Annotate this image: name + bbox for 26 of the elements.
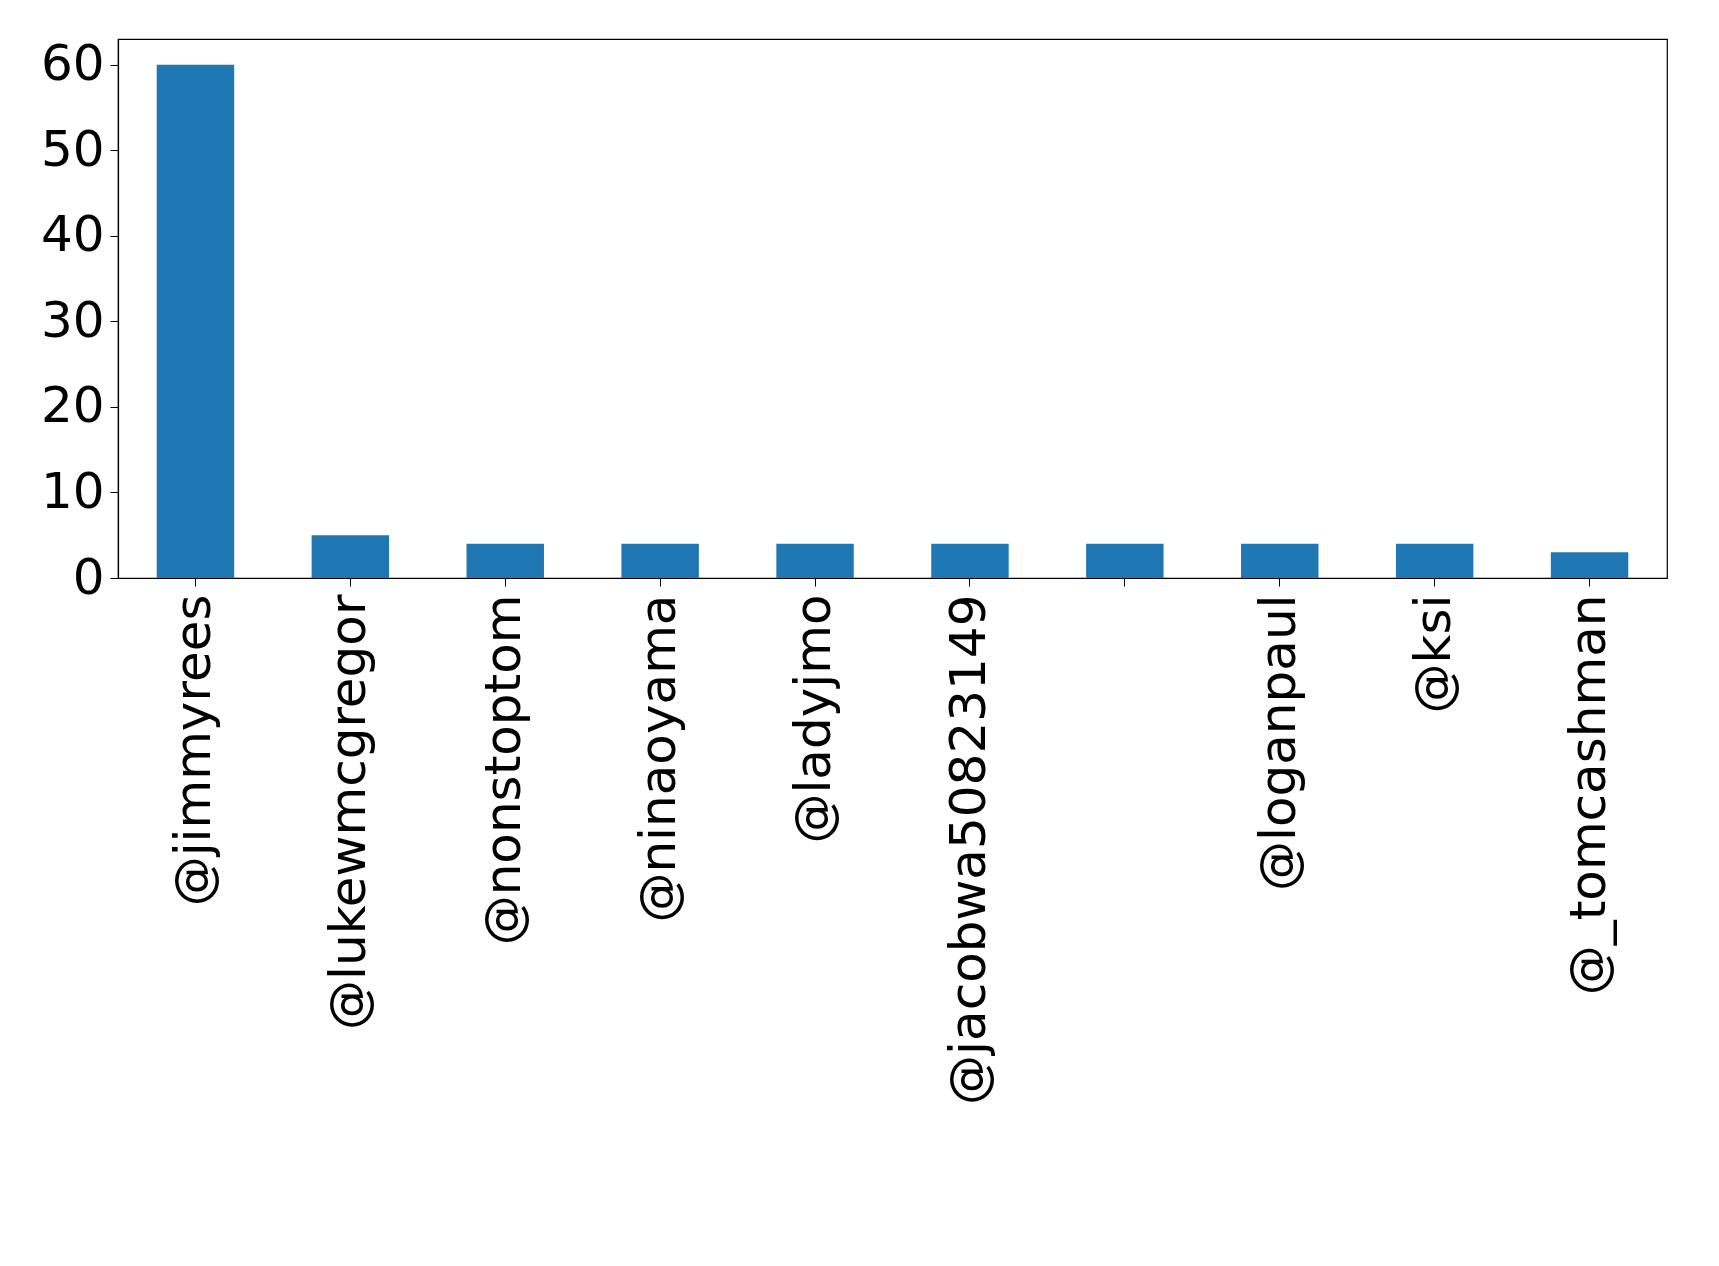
- bar: [1550, 552, 1629, 578]
- bar: [311, 535, 390, 578]
- y-tick-label: 50: [40, 119, 105, 178]
- x-tick-label: @jacobwa50823149: [938, 594, 997, 1105]
- bar: [1086, 543, 1164, 578]
- x-tick-label: @ladyjmo: [784, 594, 843, 844]
- bar: [1241, 543, 1319, 578]
- x-tick-label: @jimmyrees: [164, 594, 223, 907]
- x-tick-label: @loganpaul: [1248, 594, 1307, 892]
- y-tick-label: 30: [40, 290, 105, 349]
- y-tick-label: 60: [40, 34, 105, 93]
- y-tick-label: 10: [40, 461, 105, 520]
- x-tick-label: @nonstoptom: [474, 594, 533, 946]
- y-tick-label: 40: [40, 205, 105, 264]
- x-tick-label: @_tomcashman: [1558, 594, 1617, 996]
- bar: [466, 543, 544, 578]
- bar: [931, 543, 1009, 578]
- x-tick-label: @lukewmcgregor: [319, 594, 378, 1030]
- y-tick-label: 20: [40, 376, 105, 435]
- x-tick-label: @ksi: [1403, 594, 1462, 714]
- y-tick-label: 0: [72, 547, 105, 606]
- bar: [621, 543, 699, 578]
- x-tick-label: @ninaoyama: [629, 594, 688, 923]
- bar: [776, 543, 854, 578]
- bar: [1395, 543, 1474, 578]
- bar: [156, 64, 235, 578]
